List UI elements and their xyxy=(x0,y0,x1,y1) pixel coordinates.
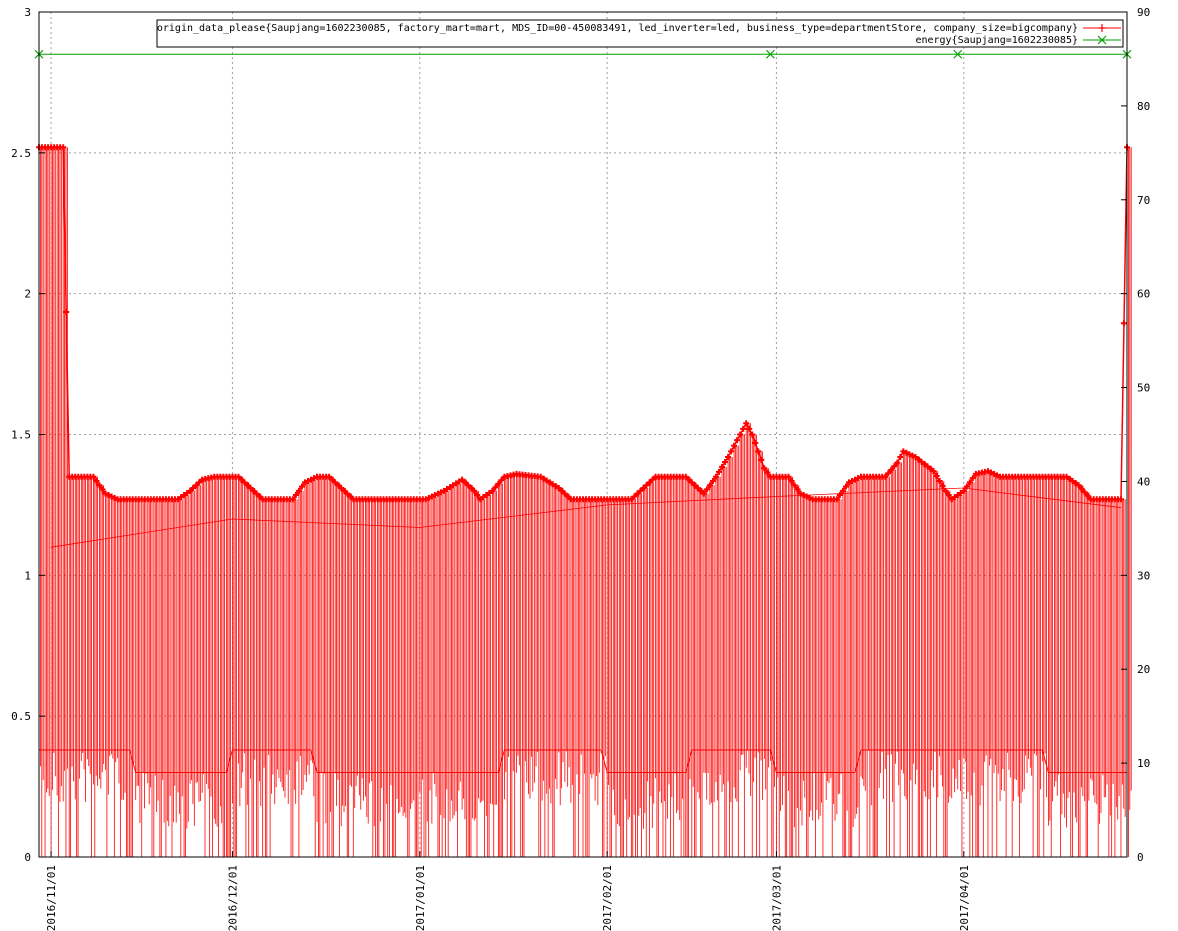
y-tick-label: 2.5 xyxy=(11,147,31,160)
y-tick-label: 0 xyxy=(24,851,31,864)
y2-tick-label: 90 xyxy=(1137,6,1150,19)
legend-label-origin-data: origin_data_please{Saupjang=1602230085, … xyxy=(157,23,1078,34)
y-tick-label: 0.5 xyxy=(11,710,31,723)
x-tick-label: 2016/12/01 xyxy=(226,865,239,931)
plot-border xyxy=(38,11,1128,858)
legend-marker-energy xyxy=(1097,35,1107,45)
x-tick-label: 2017/01/01 xyxy=(414,865,427,931)
y2-tick-label: 80 xyxy=(1137,100,1150,113)
y2-tick-label: 10 xyxy=(1137,757,1150,770)
series-layer xyxy=(34,49,1132,857)
x-tick-label: 2016/11/01 xyxy=(45,865,58,931)
legend: origin_data_please{Saupjang=1602230085, … xyxy=(156,19,1124,48)
legend-marker-origin xyxy=(1098,24,1106,32)
x-tick-label: 2017/02/01 xyxy=(601,865,614,931)
y-tick-label: 2 xyxy=(24,288,31,301)
legend-label-energy: energy{Saupjang=1602230085} xyxy=(915,35,1078,46)
y2-tick-label: 30 xyxy=(1137,569,1150,582)
y2-tick-label: 20 xyxy=(1137,663,1150,676)
series-origin-midline xyxy=(51,487,1122,548)
y2-tick-label: 60 xyxy=(1137,288,1150,301)
axes: 00.511.522.5301020304050607080902016/11/… xyxy=(11,6,1150,931)
y2-tick-label: 0 xyxy=(1137,851,1144,864)
legend-box xyxy=(156,19,1124,48)
y-tick-label: 3 xyxy=(24,6,31,19)
x-tick-label: 2017/04/01 xyxy=(958,865,971,931)
y-tick-label: 1 xyxy=(24,569,31,582)
series-origin-baseline xyxy=(39,749,1127,773)
series-origin-envelope xyxy=(39,146,1128,501)
y2-tick-label: 50 xyxy=(1137,382,1150,395)
x-tick-label: 2017/03/01 xyxy=(770,865,783,931)
y-tick-label: 1.5 xyxy=(11,429,31,442)
y2-tick-label: 70 xyxy=(1137,194,1150,207)
y2-tick-label: 40 xyxy=(1137,475,1150,488)
